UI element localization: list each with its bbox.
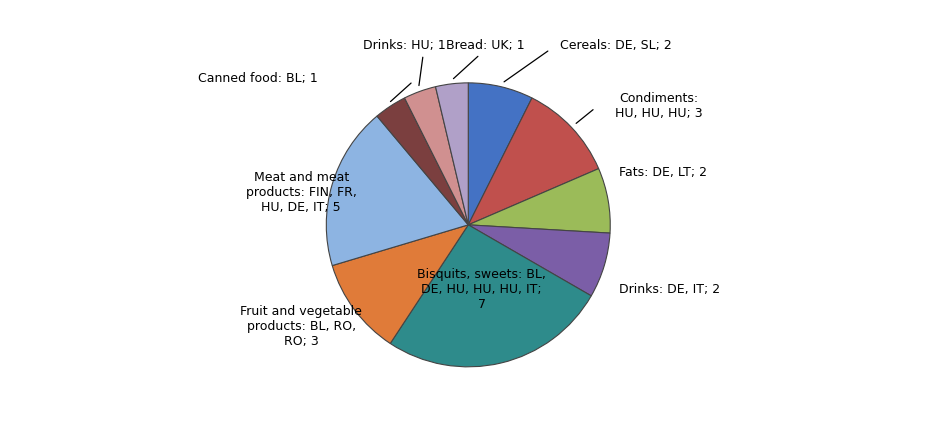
Text: Drinks: HU; 1: Drinks: HU; 1 <box>363 39 446 52</box>
Text: Drinks: DE, IT; 2: Drinks: DE, IT; 2 <box>618 282 719 295</box>
Text: Cereals: DE, SL; 2: Cereals: DE, SL; 2 <box>560 39 671 52</box>
Wedge shape <box>468 225 609 296</box>
Text: Canned food: BL; 1: Canned food: BL; 1 <box>198 72 318 85</box>
Text: Bisquits, sweets: BL,
DE, HU, HU, HU, IT;
7: Bisquits, sweets: BL, DE, HU, HU, HU, IT… <box>417 267 545 310</box>
Wedge shape <box>435 84 468 225</box>
Text: Fruit and vegetable
products: BL, RO,
RO; 3: Fruit and vegetable products: BL, RO, RO… <box>240 304 362 347</box>
Wedge shape <box>468 99 598 225</box>
Wedge shape <box>468 169 610 233</box>
Wedge shape <box>376 99 468 225</box>
Wedge shape <box>468 84 531 225</box>
Text: Bread: UK; 1: Bread: UK; 1 <box>445 39 524 52</box>
Wedge shape <box>332 225 468 344</box>
Wedge shape <box>326 117 468 266</box>
Wedge shape <box>390 225 590 367</box>
Text: Fats: DE, LT; 2: Fats: DE, LT; 2 <box>618 165 705 178</box>
Text: Condiments:
HU, HU, HU; 3: Condiments: HU, HU, HU; 3 <box>615 92 702 119</box>
Wedge shape <box>404 88 468 225</box>
Text: Meat and meat
products: FIN, FR,
HU, DE, IT; 5: Meat and meat products: FIN, FR, HU, DE,… <box>246 171 356 214</box>
